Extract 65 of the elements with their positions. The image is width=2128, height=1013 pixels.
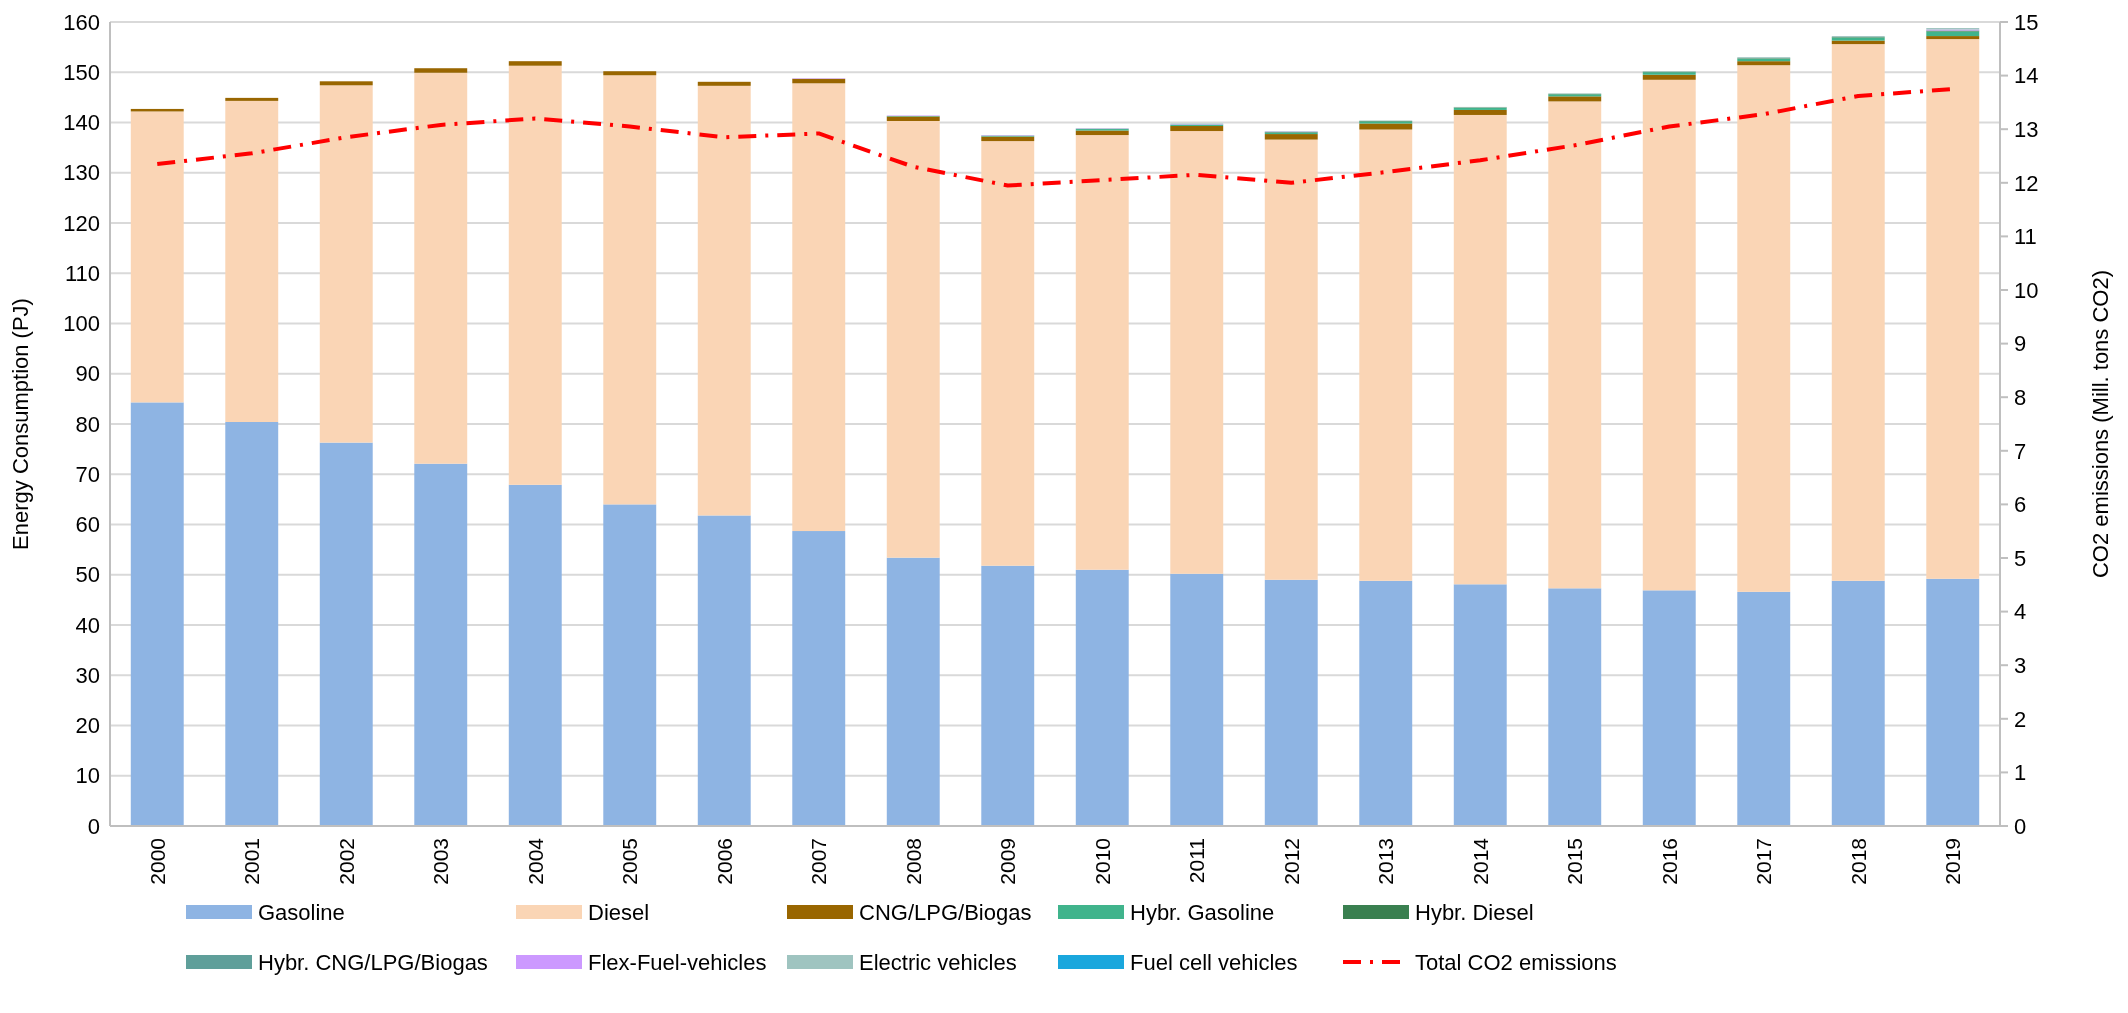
legend-label: Hybr. CNG/LPG/Biogas: [258, 949, 488, 975]
y2-tick-label: 11: [2014, 224, 2037, 250]
y2-tick-label: 7: [2014, 438, 2027, 464]
x-tick-label: 2004: [523, 837, 547, 885]
y2-tick-label: 9: [2014, 331, 2027, 357]
x-tick-label: 2005: [618, 838, 642, 885]
x-tick-label: 2019: [1941, 838, 1965, 885]
y-tick-label: 60: [75, 512, 100, 538]
y-tick-label: 50: [75, 562, 100, 588]
x-tick-label: 2007: [807, 838, 831, 885]
x-tick-label: 2006: [712, 838, 736, 885]
y-axis-title: Energy Consumption (PJ): [8, 298, 33, 550]
x-tick-label: 2015: [1563, 838, 1587, 885]
y2-tick-label: 10: [2014, 277, 2039, 303]
x-tick-label: 2012: [1279, 838, 1303, 885]
legend-label: Flex-Fuel-vehicles: [588, 949, 767, 975]
x-tick-label: 2011: [1185, 838, 1209, 884]
y2-tick-label: 13: [2014, 116, 2039, 142]
y-tick-label: 30: [75, 662, 100, 688]
y-tick-label: 20: [75, 713, 100, 739]
y2-tick-label: 4: [2014, 599, 2027, 625]
y2-tick-label: 12: [2014, 170, 2039, 196]
legend-label: Hybr. Diesel: [1415, 899, 1534, 925]
legend-label: Total CO2 emissions: [1415, 949, 1617, 975]
y-tick-label: 110: [64, 260, 100, 286]
y2-tick-label: 3: [2014, 652, 2027, 678]
legend-label: Electric vehicles: [859, 949, 1017, 975]
x-tick-label: 2016: [1657, 838, 1681, 885]
y-tick-label: 10: [75, 763, 100, 789]
x-tick-label: 2000: [145, 838, 169, 885]
y-tick-label: 100: [63, 311, 100, 337]
y-tick-label: 140: [63, 110, 100, 136]
y-tick-label: 130: [63, 160, 100, 186]
legend-label: Gasoline: [258, 899, 345, 925]
x-tick-label: 2009: [996, 838, 1020, 885]
x-tick-label: 2014: [1468, 837, 1492, 885]
y2-tick-label: 1: [2014, 760, 2027, 786]
x-tick-label: 2002: [334, 838, 358, 885]
y2-tick-label: 0: [2014, 813, 2027, 839]
x-tick-label: 2010: [1090, 838, 1114, 885]
y2-tick-label: 2: [2014, 706, 2027, 732]
y-tick-label: 90: [75, 361, 100, 387]
legend-label: Fuel cell vehicles: [1130, 949, 1298, 975]
y2-tick-label: 15: [2014, 9, 2039, 35]
x-tick-label: 2013: [1374, 838, 1398, 885]
x-tick-label: 2008: [901, 838, 925, 885]
y-tick-label: 120: [63, 210, 100, 236]
y-tick-label: 80: [75, 411, 100, 437]
y-tick-label: 40: [75, 612, 100, 638]
y-tick-label: 150: [63, 59, 100, 85]
legend-label: CNG/LPG/Biogas: [859, 899, 1032, 925]
y2-axis-title: CO2 emissions (Mill. tons CO2): [2088, 269, 2113, 579]
legend-label: Diesel: [588, 899, 650, 925]
y-tick-label: 70: [75, 461, 100, 487]
y-tick-label: 0: [87, 813, 100, 839]
y2-tick-label: 6: [2014, 492, 2027, 518]
y2-tick-label: 8: [2014, 384, 2027, 410]
x-tick-label: 2018: [1846, 838, 1870, 885]
legend-label: Hybr. Gasoline: [1130, 899, 1275, 925]
y-tick-label: 160: [63, 9, 100, 35]
x-tick-label: 2017: [1752, 838, 1776, 885]
y2-tick-label: 5: [2014, 545, 2027, 571]
x-tick-label: 2001: [240, 838, 264, 885]
x-tick-label: 2003: [429, 838, 453, 885]
y2-tick-label: 14: [2014, 63, 2039, 89]
